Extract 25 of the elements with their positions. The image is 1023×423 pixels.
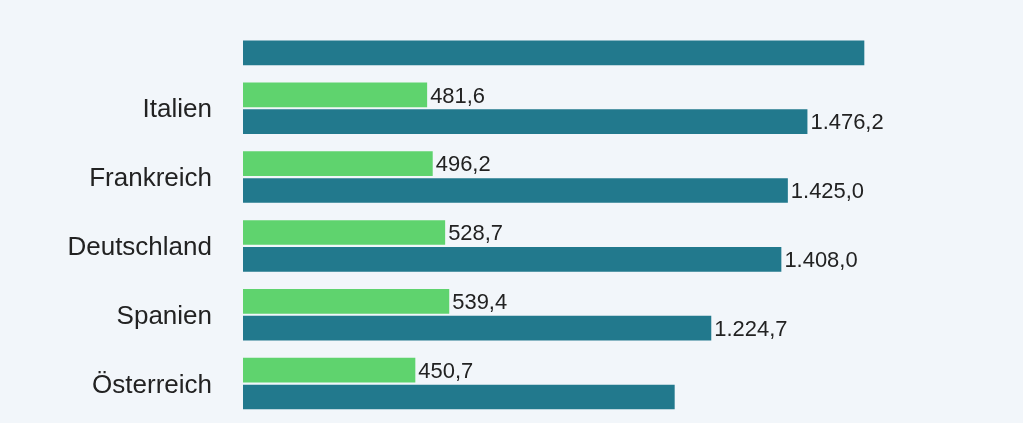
data-label: 528,7 bbox=[448, 220, 504, 246]
y-tick-label: Deutschland bbox=[67, 231, 212, 262]
data-label: 496,2 bbox=[435, 151, 491, 177]
bar bbox=[243, 151, 433, 177]
bar bbox=[243, 357, 416, 383]
data-label: 539,4 bbox=[452, 289, 508, 315]
data-label: 450,7 bbox=[418, 357, 474, 383]
bar bbox=[243, 82, 428, 108]
data-label: 1.224,7 bbox=[714, 315, 788, 341]
y-tick-label: Italien bbox=[142, 93, 212, 124]
bar bbox=[243, 109, 808, 135]
data-label: 1.476,2 bbox=[810, 109, 884, 135]
bar bbox=[243, 178, 788, 203]
y-tick-label: Frankreich bbox=[89, 162, 212, 193]
bar bbox=[243, 288, 450, 314]
bar bbox=[243, 246, 782, 272]
data-label: 481,6 bbox=[430, 82, 486, 108]
y-tick-label: Spanien bbox=[116, 299, 212, 330]
y-tick-label: Österreich bbox=[92, 368, 212, 399]
bar bbox=[243, 40, 865, 66]
bar bbox=[243, 220, 446, 245]
bar bbox=[243, 315, 712, 341]
data-label: 1.425,0 bbox=[790, 178, 865, 204]
data-label: 1.408,0 bbox=[784, 247, 858, 273]
bar bbox=[243, 384, 675, 410]
